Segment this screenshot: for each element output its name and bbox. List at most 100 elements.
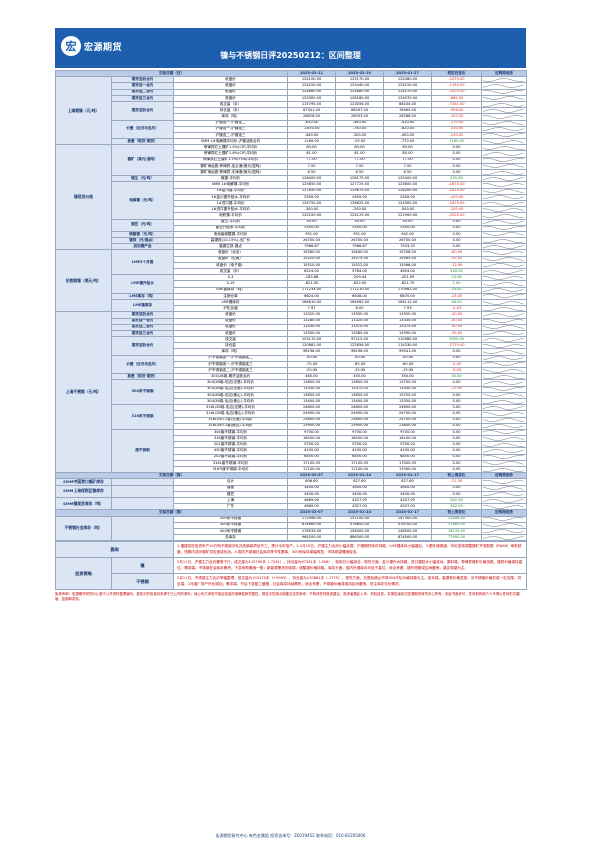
sparkline bbox=[483, 319, 524, 323]
subcategory-label bbox=[111, 484, 174, 498]
sparkline bbox=[483, 313, 524, 317]
sparkline bbox=[483, 263, 524, 268]
sparkline-path bbox=[483, 313, 524, 317]
sparkline bbox=[483, 201, 524, 206]
sparkline-path bbox=[483, 535, 524, 540]
sparkline-path bbox=[483, 381, 524, 385]
sparkline-path bbox=[483, 393, 524, 398]
sparkline bbox=[483, 350, 524, 354]
sparkline-path bbox=[483, 158, 524, 162]
subcategory-label: 期货活跃合约 bbox=[111, 100, 174, 121]
sparkline-path bbox=[483, 90, 524, 94]
subcategory-label: 废不锈钢 bbox=[111, 428, 174, 474]
sparkline bbox=[483, 164, 524, 169]
sparkline-path bbox=[483, 486, 524, 490]
note-row: 要闻 1.福建宏旺投资年产10万吨不锈钢冷轧光亮钢卷项目开工，预计今年投产。2.2… bbox=[54, 540, 528, 559]
sparkline bbox=[483, 158, 524, 162]
subcategory-label: LME镍库存 bbox=[111, 298, 174, 313]
table-row: 伦敦期镍（美元/吨） LME3个月镍 收盘价（北京） 15580.00 15640.00… bbox=[55, 249, 528, 313]
note-label: 投资策略 bbox=[55, 557, 112, 591]
sparkline bbox=[483, 486, 524, 490]
sparkline bbox=[483, 399, 524, 404]
sparkline-path bbox=[483, 523, 524, 527]
sparkline-path bbox=[483, 115, 524, 119]
sparkline-path bbox=[483, 207, 524, 212]
sparkline bbox=[483, 535, 524, 540]
sparkline bbox=[483, 449, 524, 453]
sparkline bbox=[483, 282, 524, 286]
sparkline-path bbox=[483, 300, 524, 305]
sparkline bbox=[483, 232, 524, 237]
notes-table: 要闻 1.福建宏旺投资年产10万吨不锈钢冷轧光亮钢卷项目开工，预计今年投产。2.2… bbox=[54, 540, 528, 591]
note-sublabel: 不锈钢 bbox=[110, 573, 175, 591]
sparkline bbox=[483, 121, 524, 125]
table-header-row: 交易日期（周） 2025-02-07 2025-01-24 2025-01-17 较上周… bbox=[54, 472, 528, 480]
table-row: 基差（现货-期货） 304/2B卷-期货活跃合约 480.00 450.00 350.0… bbox=[56, 373, 528, 381]
sparkline-path bbox=[483, 449, 524, 453]
sparkline bbox=[483, 170, 524, 175]
subcategory-label: LME镍升贴水 bbox=[111, 274, 174, 294]
header-date-label: 交易日期（周） bbox=[54, 509, 289, 517]
note-text: 1.福建宏旺投资年产10万吨不锈钢冷轧光亮钢卷项目开工，预计今年投产。2.2月1… bbox=[173, 540, 528, 559]
sparkline bbox=[483, 245, 524, 249]
sparkline-path bbox=[483, 319, 524, 323]
sparkline-path bbox=[483, 152, 524, 156]
sparkline-path bbox=[483, 492, 524, 497]
sparkline bbox=[483, 387, 524, 391]
subcategory-label: 镍矿（美元/湿吨） bbox=[111, 144, 174, 177]
data-table: 交易日期（日） 2025-02-11 2025-02-10 2025-01-27 较前日… bbox=[54, 69, 528, 542]
logo-mark: 宏 bbox=[61, 36, 81, 56]
sparkline bbox=[483, 177, 524, 181]
sparkline-path bbox=[483, 201, 524, 206]
sparkline bbox=[483, 381, 524, 385]
sparkline-path bbox=[483, 325, 524, 329]
note-text: 2月11日，不锈钢主力合约窄幅整理，成交量为103170手（+5955），持仓量… bbox=[173, 573, 528, 591]
sparkline bbox=[483, 405, 524, 410]
table-row: 期货连一合约 收盘价 124250.00 125440.00 124150.00 -119… bbox=[56, 82, 528, 90]
table-row: SMM中国港口镍矿库存 合计 806.60 827.60 827.80 -21.00 bbox=[55, 478, 528, 486]
sparkline-path bbox=[483, 356, 524, 361]
value-cell: 874500.00 bbox=[383, 534, 433, 542]
subcategory-label bbox=[111, 496, 174, 511]
sparkline bbox=[483, 257, 524, 261]
category-label: SMM上海保税区镍库存 bbox=[55, 484, 112, 498]
sparkline bbox=[483, 424, 524, 429]
sparkline bbox=[483, 461, 524, 466]
sparkline bbox=[483, 523, 524, 527]
sparkline-path bbox=[483, 443, 524, 447]
sparkline-path bbox=[483, 84, 524, 88]
subcategory-label: 期货活跃合约 bbox=[111, 336, 174, 356]
sparkline-path bbox=[483, 195, 524, 200]
sparkline bbox=[483, 331, 524, 336]
sparkline-path bbox=[483, 257, 524, 261]
report-header: 宏 宏源期货 镍与不锈钢日评20250212：区间整理 bbox=[55, 28, 526, 68]
subcategory-label: 价差（近月与远月） bbox=[111, 119, 174, 140]
sparkline-path bbox=[483, 238, 524, 243]
change-cell: 77900.00 bbox=[431, 534, 483, 542]
sparkline-path bbox=[483, 467, 524, 472]
category-label: SMM镍现货库存（吨） bbox=[55, 496, 112, 511]
sparkline bbox=[483, 84, 524, 88]
sparkline bbox=[483, 393, 524, 398]
subcategory-label: LME3个月镍 bbox=[111, 249, 174, 276]
sparkline bbox=[483, 189, 524, 193]
sparkline-path bbox=[483, 108, 524, 113]
sparkline bbox=[483, 195, 524, 200]
sparkline bbox=[483, 529, 524, 534]
sparkline bbox=[483, 492, 524, 497]
sparkline bbox=[483, 183, 524, 187]
table-row: 总库存 964200.00 886300.00 874500.00 77900.00 bbox=[56, 534, 528, 542]
sparkline-path bbox=[483, 517, 524, 521]
category-label: 上海期镍（元/吨） bbox=[55, 76, 112, 146]
table-row: 316L/NO.1卷(无锡)-平均价 23800.00 23800.00 23700.… bbox=[56, 416, 528, 424]
table-header-row: 交易日期（日） 2025-02-11 2025-02-10 2025-01-27 较前日… bbox=[54, 69, 528, 78]
subcategory-label: 304系不锈钢 bbox=[111, 379, 174, 406]
table-row: 上海期镍（元/吨） 期货活跃合约 收盘价 124100.00 125170.00 1244… bbox=[55, 76, 528, 146]
sparkline bbox=[483, 238, 524, 243]
sparkline-path bbox=[483, 189, 524, 193]
sparkline-path bbox=[483, 96, 524, 100]
sparkline-path bbox=[483, 362, 524, 367]
sparkline bbox=[483, 115, 524, 119]
sparkline bbox=[483, 275, 524, 280]
sparkline bbox=[483, 325, 524, 329]
